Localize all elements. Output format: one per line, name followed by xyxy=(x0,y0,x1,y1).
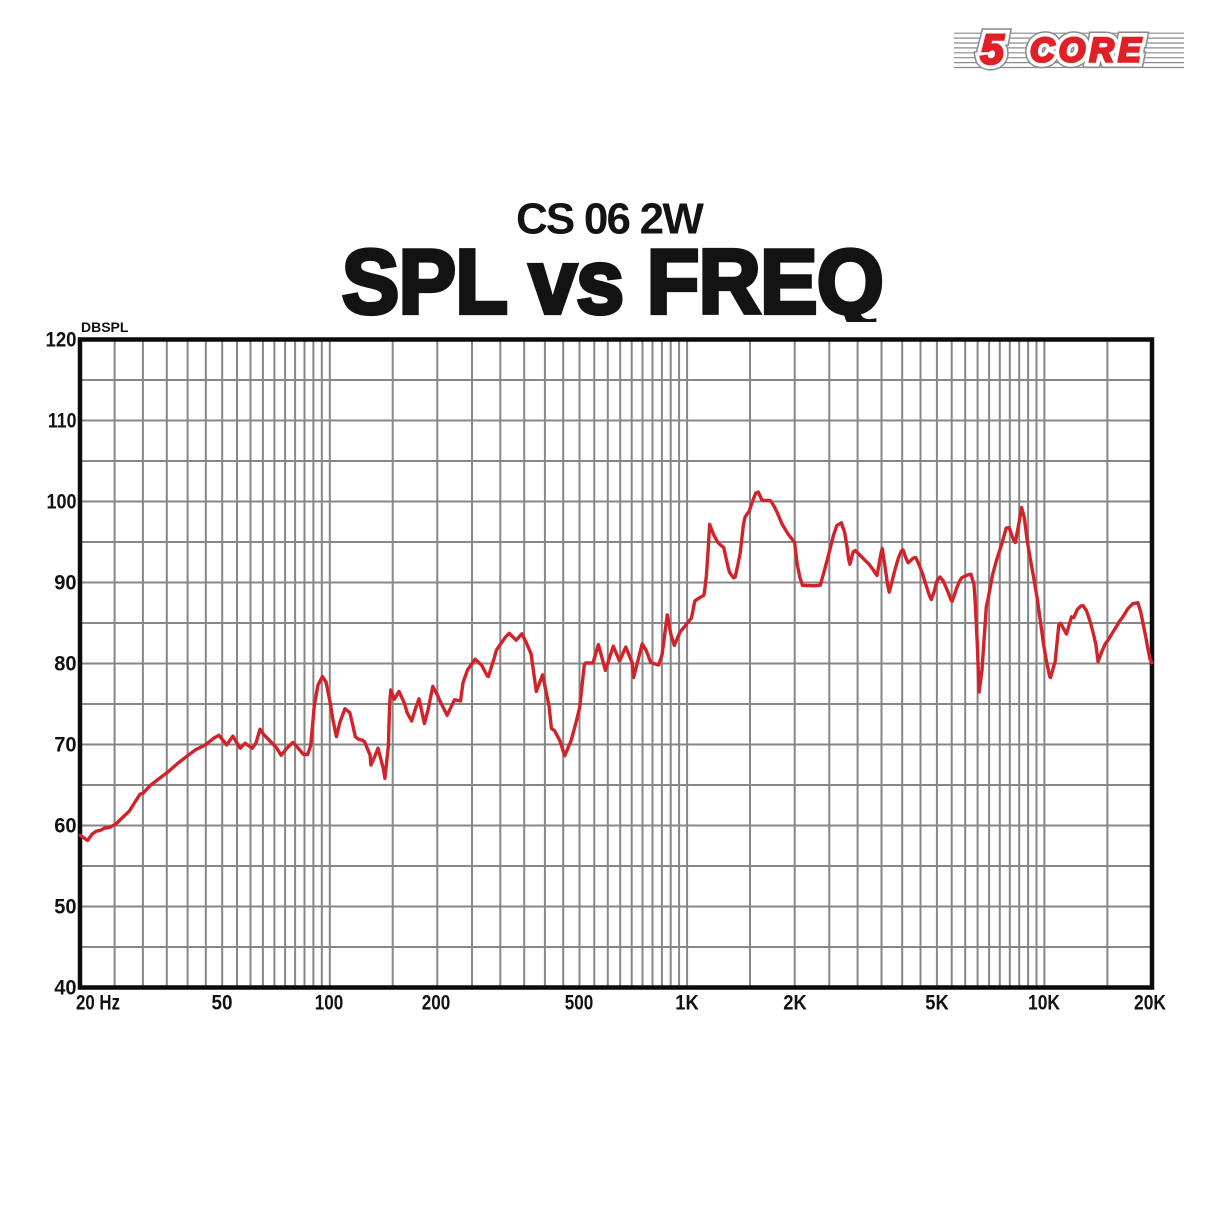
svg-text:20K: 20K xyxy=(1134,992,1166,1015)
svg-text:5K: 5K xyxy=(925,992,949,1015)
svg-text:50: 50 xyxy=(54,896,76,919)
svg-text:5: 5 xyxy=(980,26,1004,73)
svg-text:20 Hz: 20 Hz xyxy=(76,992,120,1015)
svg-text:100: 100 xyxy=(47,491,77,514)
svg-text:90: 90 xyxy=(54,572,76,595)
svg-text:110: 110 xyxy=(48,410,77,433)
svg-text:SPL vs FREQ: SPL vs FREQ xyxy=(342,231,883,333)
svg-text:5: 5 xyxy=(980,26,1004,73)
svg-text:1K: 1K xyxy=(675,992,699,1015)
svg-text:40: 40 xyxy=(54,977,76,1000)
svg-text:DBSPL: DBSPL xyxy=(81,319,129,335)
svg-text:60: 60 xyxy=(54,815,76,838)
svg-text:500: 500 xyxy=(565,992,594,1015)
svg-text:CORE: CORE xyxy=(1030,32,1145,70)
svg-text:80: 80 xyxy=(54,653,76,676)
svg-text:CORE: CORE xyxy=(1030,32,1145,70)
svg-text:120: 120 xyxy=(46,329,77,352)
svg-text:2K: 2K xyxy=(783,992,807,1015)
svg-text:CORE: CORE xyxy=(1030,32,1145,70)
svg-text:70: 70 xyxy=(54,734,76,757)
svg-text:100: 100 xyxy=(315,992,344,1015)
svg-text:10K: 10K xyxy=(1028,992,1060,1015)
svg-text:50: 50 xyxy=(212,992,233,1015)
svg-text:200: 200 xyxy=(422,992,451,1015)
svg-text:CS 06 2W: CS 06 2W xyxy=(516,195,704,244)
